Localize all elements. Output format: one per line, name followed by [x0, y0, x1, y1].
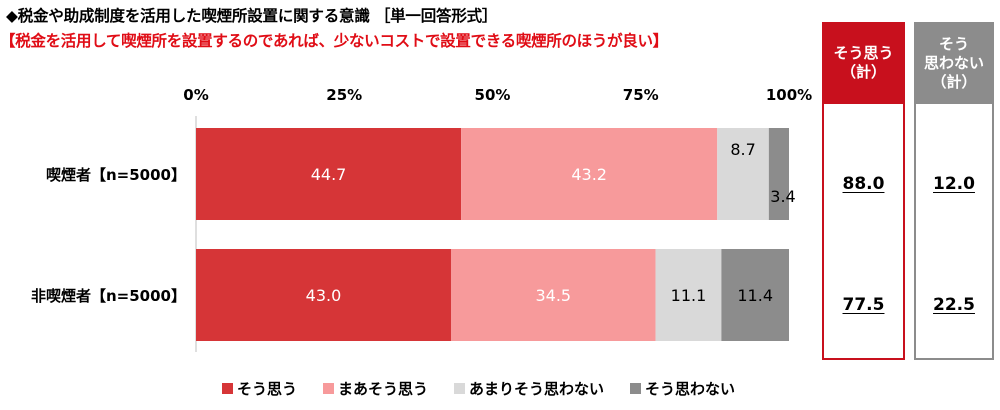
bar-segment — [450, 249, 656, 341]
chart-legend: そう思う まあそう思う あまりそう思わない そう思わない — [222, 378, 735, 399]
legend-swatch-disagree — [630, 383, 642, 394]
bar-segment — [768, 128, 789, 220]
legend-item: そう思う — [222, 378, 297, 399]
legend-label: そう思う — [237, 380, 298, 398]
bar-segment — [655, 249, 722, 341]
x-tick-label: 0% — [183, 86, 208, 104]
bar-segment — [196, 249, 451, 341]
legend-item: そう思わない — [630, 378, 735, 399]
chart-subtitle: 【税金を活用して喫煙所を設置するのであれば、少ないコストで設置できる喫煙所のほう… — [0, 32, 668, 50]
data-label: 3.4 — [770, 187, 795, 206]
data-label: 43.0 — [306, 286, 342, 305]
data-label: 11.1 — [671, 286, 707, 305]
legend-label: まあそう思う — [338, 380, 429, 398]
summary-disagree-header-line: （計） — [931, 72, 977, 91]
bar-segment — [196, 128, 462, 220]
summary-agree-column: そう思う （計） 88.0 77.5 — [822, 22, 905, 360]
summary-agree-value-smokers: 88.0 — [842, 174, 885, 194]
summary-disagree-column: そう 思わない （計） 12.0 22.5 — [914, 22, 994, 360]
summary-disagree-header-line: そう — [938, 34, 969, 53]
legend-item: まあそう思う — [323, 378, 428, 399]
legend-label: そう思わない — [645, 380, 736, 398]
legend-swatch-agree — [222, 383, 233, 394]
chart-title: ◆税金や助成制度を活用した喫煙所設置に関する意識 ［単一回答形式］ — [6, 7, 498, 25]
summary-disagree-value-smokers: 12.0 — [933, 174, 975, 194]
summary-disagree-header: そう 思わない （計） — [914, 22, 994, 104]
legend-swatch-somewhat-disagree — [454, 383, 466, 394]
x-tick-label: 25% — [326, 86, 362, 104]
data-label: 44.7 — [311, 165, 347, 184]
x-tick-label: 75% — [623, 86, 659, 104]
legend-swatch-somewhat-agree — [323, 383, 335, 394]
summary-disagree-header-line: 思わない — [923, 53, 984, 72]
legend-item: あまりそう思わない — [454, 378, 604, 399]
data-label: 11.4 — [737, 286, 773, 305]
summary-disagree-value-nonsmokers: 22.5 — [933, 295, 975, 315]
bar-segment — [717, 128, 769, 220]
category-label: 喫煙者【n=5000】 — [46, 166, 186, 184]
x-tick-label: 100% — [766, 86, 812, 104]
summary-agree-header: そう思う （計） — [822, 22, 905, 104]
x-tick-label: 50% — [475, 86, 511, 104]
bar-segment — [461, 128, 718, 220]
summary-agree-header-line: そう思う — [833, 44, 894, 62]
summary-agree-header-line: （計） — [840, 63, 886, 81]
legend-label: あまりそう思わない — [469, 380, 605, 398]
data-label: 8.7 — [730, 140, 755, 159]
category-label: 非喫煙者【n=5000】 — [31, 287, 186, 305]
data-label: 43.2 — [571, 165, 607, 184]
summary-agree-value-nonsmokers: 77.5 — [842, 295, 885, 315]
bar-segment — [721, 249, 789, 341]
data-label: 34.5 — [535, 286, 571, 305]
stacked-bar-chart: 0% 25% 50% 75% 100% 喫煙者【n=5000】 44.7 43.2 8.7 3.4… — [31, 86, 812, 352]
